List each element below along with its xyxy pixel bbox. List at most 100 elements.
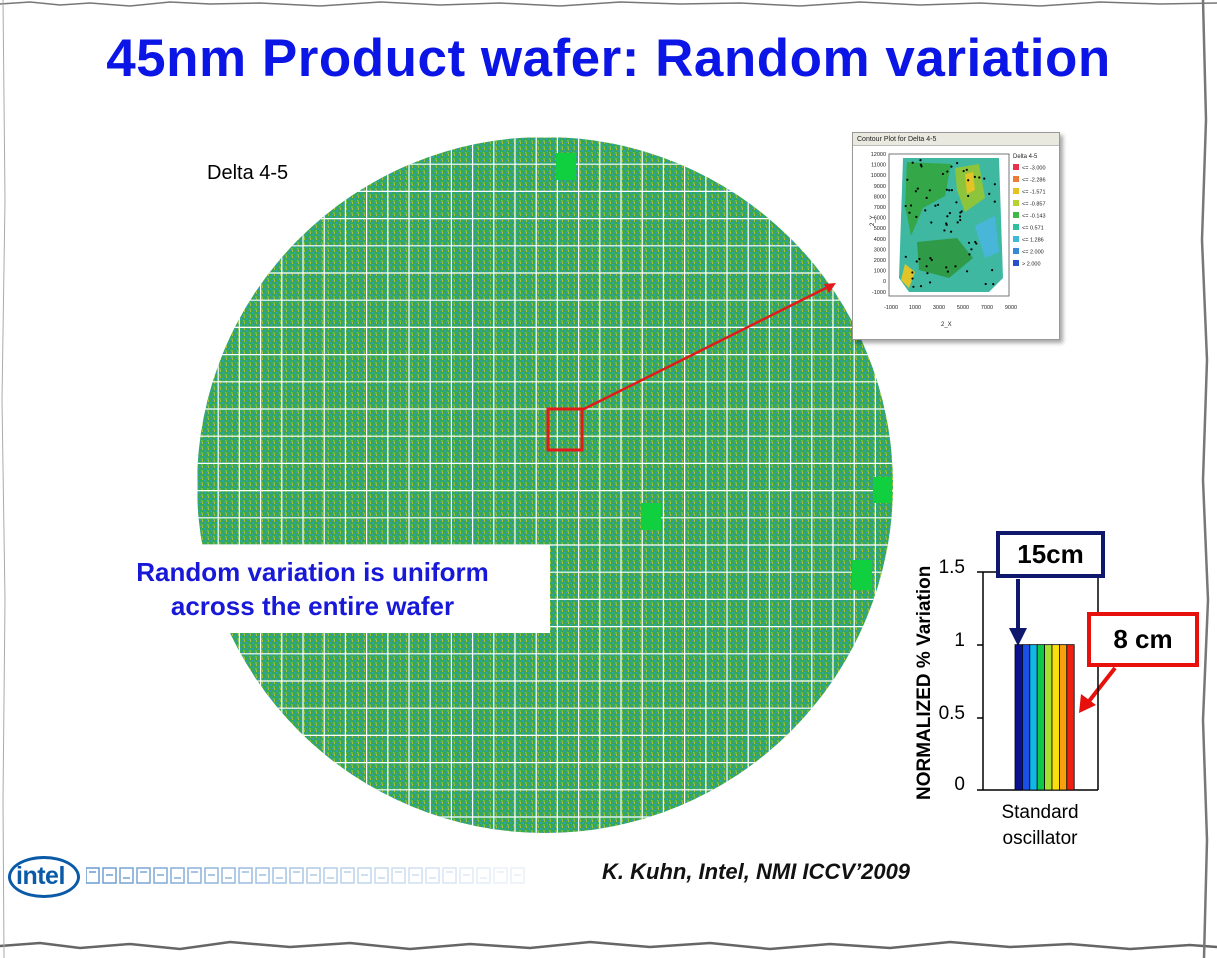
contour-x-tick: 7000 [981, 305, 993, 311]
legend-swatch [1013, 200, 1019, 206]
legend-swatch [1013, 224, 1019, 230]
contour-plot-title: Contour Plot for Delta 4-5 [853, 133, 1059, 146]
measurement-point [928, 189, 931, 192]
measurement-point [919, 159, 922, 162]
measurement-point [949, 230, 953, 233]
contour-x-tick: 5000 [957, 305, 969, 311]
measurement-point [925, 265, 928, 268]
arrow-head [1079, 694, 1096, 713]
contour-y-tick: 5000 [874, 226, 886, 232]
glyph-box [170, 867, 185, 884]
green-die [556, 153, 576, 180]
measurement-point [984, 282, 987, 286]
measurement-point [970, 248, 973, 251]
bar-stripe [1059, 644, 1068, 791]
measurement-point [904, 255, 907, 258]
intel-logo: intel [16, 862, 65, 890]
measurement-point [948, 211, 952, 215]
measurement-point [968, 253, 971, 256]
measurement-point [988, 192, 991, 195]
measurement-point [915, 260, 918, 263]
glyph-box [204, 867, 219, 884]
glyph-box [153, 867, 168, 884]
measurement-point [954, 265, 957, 268]
arrow-head [1009, 628, 1027, 646]
legend-swatch [1013, 236, 1019, 242]
measurement-point [930, 221, 933, 224]
measurement-point [956, 161, 959, 165]
contour-y-tick: 11000 [871, 163, 886, 169]
glyph-box [340, 867, 355, 884]
legend-label: <= -0.857 [1022, 202, 1046, 208]
glyph-box [289, 867, 304, 884]
citation: K. Kuhn, Intel, NMI ICCV’2009 [602, 859, 911, 884]
measurement-point [906, 178, 909, 181]
measurement-point [958, 215, 962, 218]
legend-label: <= -1.571 [1022, 190, 1046, 196]
glyph-box [306, 867, 321, 884]
measurement-point [914, 190, 917, 193]
pointer-line [581, 285, 829, 412]
callout-box [74, 545, 550, 633]
measurement-point [950, 165, 953, 168]
contour-y-ticks: 1200011000100009000800070006000500040003… [871, 152, 886, 296]
measurement-point [973, 175, 976, 178]
glyph-box [459, 867, 474, 884]
y-tick-label: 0 [954, 774, 965, 795]
callout-text: Random variation is uniform across the e… [80, 555, 545, 623]
contour-y-tick: 6000 [874, 216, 886, 222]
measurement-point [978, 176, 981, 179]
legend-swatch [1013, 248, 1019, 254]
measurement-point [945, 266, 948, 269]
measurement-point [936, 203, 940, 206]
measurement-point [911, 271, 914, 274]
x-category-line-1: Standard [1001, 802, 1079, 823]
legend-label: <= 2.000 [1022, 250, 1044, 256]
measurement-point [908, 211, 911, 214]
bar-stripe [1022, 644, 1031, 791]
wafer-label: Delta 4-5 [207, 162, 289, 184]
legend-label: > 2.000 [1022, 262, 1041, 268]
measurement-point [991, 269, 994, 272]
bar-standard-oscillator [1014, 644, 1075, 791]
measurement-point [950, 188, 953, 192]
glyph-box [476, 867, 491, 884]
wafer-map [197, 137, 893, 833]
measurement-point [911, 161, 914, 164]
measurement-point [955, 201, 958, 204]
legend-swatch [1013, 212, 1019, 218]
measurement-point [960, 210, 963, 213]
legend-label: <= -0.143 [1022, 214, 1046, 220]
bar-stripe [1014, 644, 1023, 791]
glyph-box [102, 867, 117, 884]
contour-x-axis-label: 2_X [941, 322, 952, 328]
legend-swatch [1013, 176, 1019, 182]
y-tick-label: 0.5 [938, 703, 965, 724]
measurement-point [919, 285, 923, 288]
annotation-8cm: 8 cm [1087, 612, 1199, 667]
green-die [641, 503, 661, 530]
contour-x-ticks: -1000 1000 3000 5000 7000 9000 [884, 305, 1017, 311]
measurement-point [962, 169, 965, 173]
glyph-box [323, 867, 338, 884]
measurement-point [967, 194, 970, 198]
glyph-box [442, 867, 457, 884]
y-tick-label: 1.5 [938, 557, 965, 578]
contour-y-tick: -1000 [872, 290, 886, 296]
callout-line-1: Random variation is uniform [136, 557, 489, 587]
legend-label: <= 0.571 [1022, 226, 1044, 232]
contour-y-axis-label: 2_Y [870, 215, 876, 226]
measurement-point [912, 285, 915, 288]
glyph-box [272, 867, 287, 884]
contour-plot-graphic: 2_Y 2_X 12000110001000090008000700060005… [870, 152, 1046, 328]
contour-y-tick: 2000 [874, 258, 886, 264]
glyph-box [408, 867, 423, 884]
glyph-box [255, 867, 270, 884]
glyph-box [374, 867, 389, 884]
contour-x-tick: 1000 [909, 305, 921, 311]
contour-legend: <= -3.000 <= -2.286 <= -1.571 <= -0.857 <= -… [1013, 164, 1046, 268]
glyph-box [357, 867, 372, 884]
legend-label: <= -3.000 [1022, 166, 1046, 172]
contour-x-tick: 3000 [933, 305, 945, 311]
